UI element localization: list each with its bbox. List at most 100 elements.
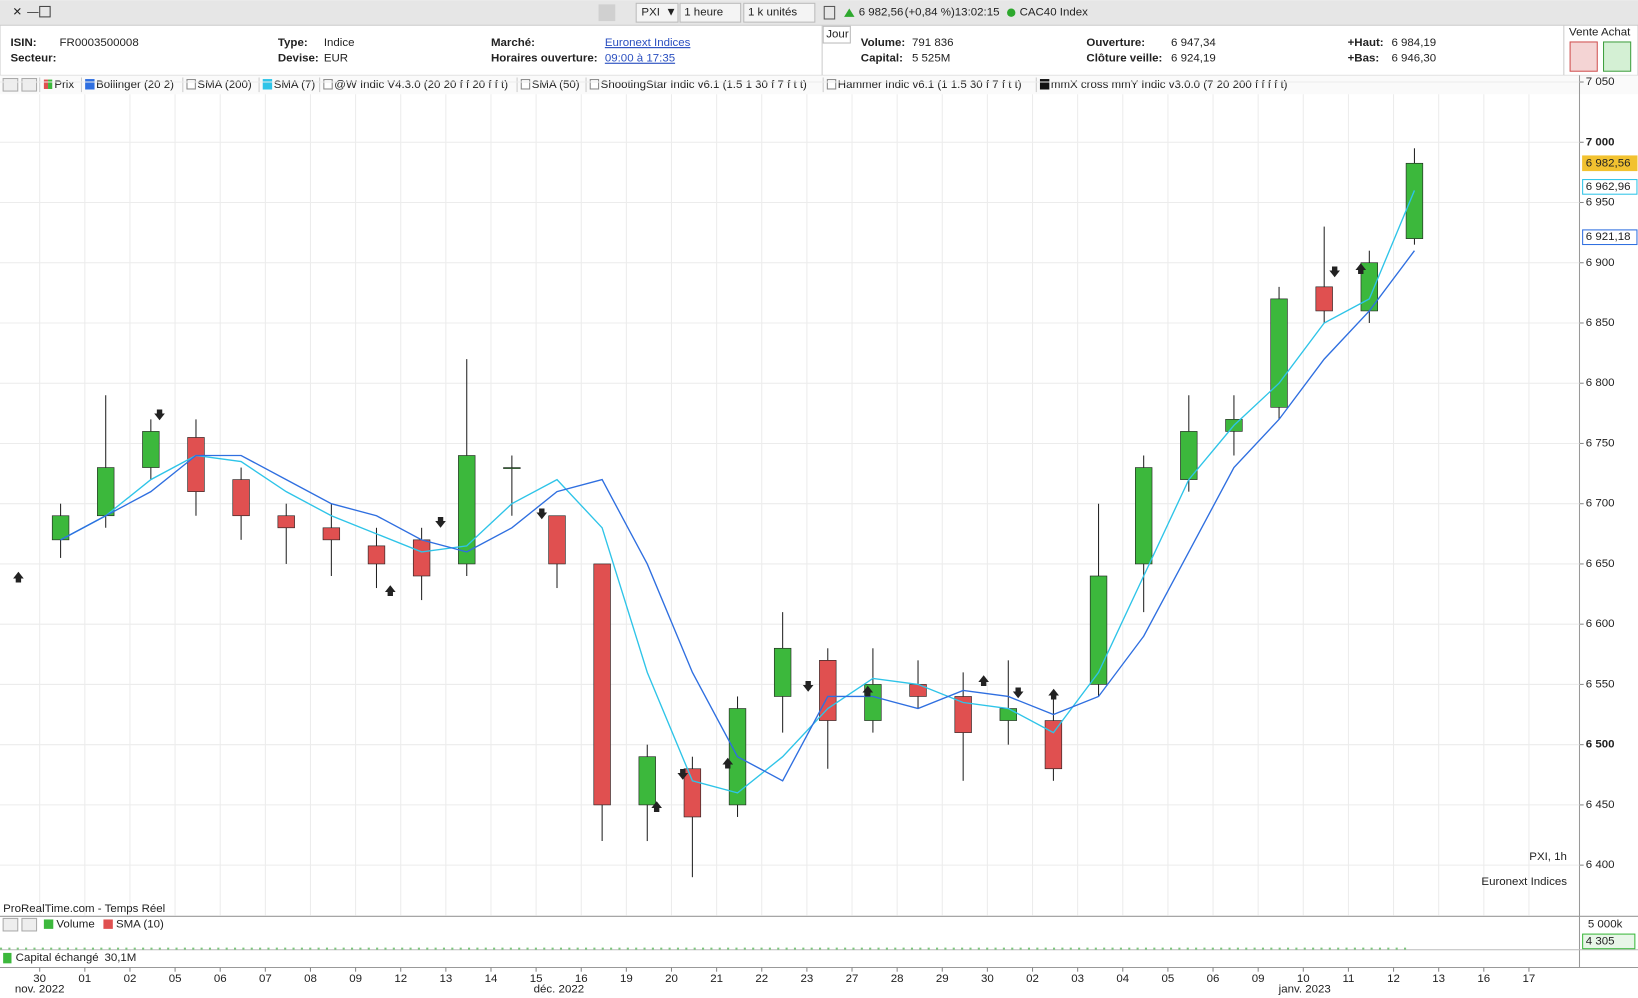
- x-tick-label: 04: [1116, 973, 1129, 985]
- interval-box[interactable]: [679, 2, 742, 23]
- y-tick-label: 7 000: [1586, 136, 1615, 148]
- open-label: Ouverture:: [1086, 37, 1145, 49]
- candle-body: [277, 515, 295, 529]
- sell-button[interactable]: [1569, 41, 1598, 72]
- isin: FR0003500008: [60, 37, 139, 49]
- open: 6 947,34: [1171, 37, 1216, 49]
- indicator-name[interactable]: SMA (7): [274, 79, 316, 91]
- buy-arrow: 🡅: [1355, 263, 1367, 276]
- x-tick-label: 12: [394, 973, 407, 985]
- x-tick-label: 06: [214, 973, 227, 985]
- index: CAC40 Index: [1020, 7, 1089, 19]
- minimize-button[interactable]: —: [27, 7, 39, 19]
- month-label: déc. 2022: [534, 983, 584, 995]
- candle-body: [458, 455, 476, 565]
- candle-body: [548, 515, 566, 565]
- legend-swatch: [323, 79, 333, 90]
- indicator-name[interactable]: mmX cross mmY Indic v3.0.0 (7 20 200 f f…: [1051, 79, 1288, 91]
- close-button[interactable]: ✕: [13, 7, 23, 19]
- indicator-name[interactable]: Bollinger (20 2): [96, 79, 174, 91]
- market-link[interactable]: Euronext Indices: [605, 37, 691, 49]
- legend-swatch: [43, 79, 49, 89]
- grid: [0, 81, 1580, 916]
- candle-body: [232, 479, 250, 517]
- maximize-button[interactable]: [39, 5, 51, 18]
- x-tick-label: 27: [846, 973, 859, 985]
- price-label-box: [1582, 229, 1638, 246]
- period[interactable]: Jour: [826, 29, 849, 41]
- y-tick-label: 6 700: [1586, 498, 1615, 510]
- x-tick-label: 21: [710, 973, 723, 985]
- candle-body: [1044, 720, 1063, 770]
- symbol-box[interactable]: [635, 2, 679, 23]
- low: 6 946,30: [1391, 53, 1436, 65]
- buy-arrow: 🡅: [862, 685, 874, 698]
- x-tick-label: 29: [936, 973, 949, 985]
- trade-label: Vente Achat: [1569, 27, 1631, 39]
- y-tick-label: 6 900: [1586, 257, 1615, 269]
- legend-swatch: [520, 79, 531, 90]
- prev-close: 6 924,19: [1171, 53, 1216, 65]
- indicator-name[interactable]: Hammer Indic v6.1 (1 1.5 30 f 7 f t t): [838, 79, 1022, 91]
- units-box[interactable]: [743, 2, 816, 23]
- legend-swatch: [589, 79, 600, 90]
- candle-body: [638, 756, 656, 806]
- sell-arrow: 🡇: [677, 769, 689, 781]
- x-axis: 30 01 02 05 06 07 08 09 12 13 14 15 16 19 20 21 22 23 27 28…: [15, 967, 1536, 995]
- units[interactable]: 1 k unités: [748, 7, 797, 19]
- info-icon[interactable]: [823, 5, 836, 20]
- indicator-name[interactable]: SMA (200): [197, 79, 251, 91]
- plot: [51, 148, 1424, 878]
- candle-body: [1315, 286, 1333, 312]
- indicator-name[interactable]: SMA (50): [532, 79, 580, 91]
- hours-link[interactable]: 09:00 à 17:35: [605, 53, 675, 65]
- x-tick-label: 30: [33, 973, 46, 985]
- candle-body: [322, 527, 341, 541]
- status-dot: [1007, 8, 1016, 17]
- candle-body: [773, 647, 792, 697]
- capital-label: Capital échangé: [16, 952, 99, 964]
- chart-type-icon[interactable]: [598, 4, 616, 22]
- signal-arrows: 🡅 🡇 🡅 🡇 🡇 🡅 🡇 🡅 🡇 🡅 🡅 🡇 🡅 🡇 🡅: [13, 263, 1367, 814]
- time: 13:02:15: [955, 7, 1000, 19]
- x-tick-label: 17: [1523, 973, 1536, 985]
- x-tick-label: 22: [755, 973, 768, 985]
- y-tick-label: 6 600: [1586, 618, 1615, 630]
- buy-arrow: 🡅: [722, 757, 734, 770]
- pane-button[interactable]: [2, 917, 19, 932]
- indicator-name[interactable]: Prix: [54, 79, 74, 91]
- buy-arrow: 🡅: [1048, 688, 1060, 701]
- y-tick-label: 6 750: [1586, 437, 1615, 449]
- indicator-name[interactable]: ShootingStar Indic v6.1 (1.5 1 30 f 7 f …: [601, 79, 807, 91]
- volume-last-box: [1582, 933, 1636, 950]
- x-tick-label: 05: [1162, 973, 1175, 985]
- x-tick-label: 02: [1026, 973, 1039, 985]
- price-label: 6 962,96: [1586, 181, 1631, 193]
- interval[interactable]: 1 heure: [684, 7, 723, 19]
- buy-arrow: 🡅: [384, 584, 396, 597]
- symbol[interactable]: PXI: [641, 7, 660, 19]
- x-tick-label: 13: [439, 973, 452, 985]
- indicator-line: [60, 250, 1415, 782]
- y-tick-label: 7 050: [1586, 76, 1615, 88]
- y-tick-label: 6 800: [1586, 377, 1615, 389]
- indicator-line: [60, 190, 1416, 794]
- buy-button[interactable]: [1603, 41, 1632, 72]
- currency-label: Devise:: [278, 53, 319, 65]
- sell-arrow: 🡇: [1329, 267, 1341, 279]
- x-tick-label: 20: [665, 973, 678, 985]
- candle-body: [142, 431, 160, 468]
- candle-body: [367, 545, 386, 565]
- candle-body: [999, 708, 1017, 721]
- hours-label: Horaires ouverture:: [491, 53, 598, 65]
- pane-button[interactable]: [21, 917, 38, 932]
- indicator-name[interactable]: @W Indic V4.3.0 (20 20 f f 20 f f t): [334, 79, 508, 91]
- watermark-exchange: Euronext Indices: [1481, 876, 1567, 888]
- sell-arrow: 🡇: [802, 682, 814, 694]
- legend-swatch: [186, 79, 196, 90]
- month-label: nov. 2022: [15, 983, 65, 995]
- y-tick-label: 6 850: [1586, 317, 1615, 329]
- legend-button: [2, 78, 19, 92]
- period-tab[interactable]: [822, 25, 851, 44]
- volume: 791 836: [912, 37, 954, 49]
